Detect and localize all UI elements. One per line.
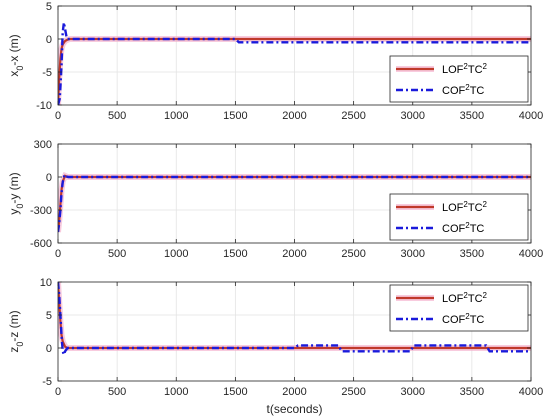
x-tick-label: 3500 <box>460 386 484 398</box>
legend-label-base: COF <box>442 223 466 235</box>
x-tick-label: 500 <box>108 110 126 122</box>
x-tick-label: 3000 <box>401 386 425 398</box>
x-tick-label: 4000 <box>519 386 543 398</box>
legend-label-sup: 2 <box>483 291 488 300</box>
legend-label-sup: 2 <box>483 200 488 209</box>
y-tick-label: 0 <box>46 34 52 46</box>
x-tick-label: 3500 <box>460 248 484 260</box>
y-tick-label: 5 <box>46 310 52 322</box>
legend-label-mid: TC <box>468 293 483 305</box>
x-tick-label: 2000 <box>282 248 306 260</box>
x-tick-label: 0 <box>55 110 61 122</box>
legend-label-base: COF <box>442 314 466 326</box>
y-axis-label: y0-y (m) <box>7 172 25 214</box>
y-tick-label: 10 <box>40 277 52 289</box>
legend-box <box>389 55 529 103</box>
y-tick-label: -5 <box>42 376 52 388</box>
x-tick-label: 1500 <box>223 386 247 398</box>
subplot-3: 0 500 1000 1500 2000 2500 3000 3500 4000-50510z0… <box>7 277 543 416</box>
legend-label: LOF2TC2 <box>442 62 488 77</box>
subplot-1: 0 500 1000 1500 2000 2500 3000 3500 4000 -10 -5 0 5 x… <box>7 1 543 122</box>
series-line-cof2tc <box>58 172 531 233</box>
subplot-2: 0 500 1000 1500 2000 2500 3000 3500 4000-600-300… <box>7 139 543 260</box>
x-tick-label: 2500 <box>341 110 365 122</box>
y-tick-label: 0 <box>46 172 52 184</box>
x-tick-label: 3500 <box>460 110 484 122</box>
x-tick-label: 1000 <box>164 386 188 398</box>
y-tick-label: 5 <box>46 1 52 13</box>
x-tick-label: 1500 <box>223 248 247 260</box>
y-tick-label: -10 <box>36 100 52 112</box>
series-line-cof2tc <box>58 282 531 359</box>
legend-label-base: LOF <box>442 202 464 214</box>
legend-label-base: LOF <box>442 64 464 76</box>
x-tick-label: 4000 <box>519 110 543 122</box>
x-tick-label: 3000 <box>401 248 425 260</box>
y-axis-label-base: z <box>7 347 21 353</box>
x-tick-label: 1500 <box>223 110 247 122</box>
y-tick-label: 300 <box>34 139 52 151</box>
x-tick-label: 0 <box>55 248 61 260</box>
y-tick-label: -5 <box>42 67 52 79</box>
legend-label-sup: 2 <box>463 291 468 300</box>
x-tick-label: 0 <box>55 386 61 398</box>
y-tick-label: -300 <box>30 205 52 217</box>
y-axis-label-sub: 0 <box>15 204 25 209</box>
y-axis-label-rest: -x (m) <box>7 34 21 65</box>
legend-label-mid: TC <box>470 314 485 326</box>
legend-box <box>389 284 529 332</box>
legend-label-sup: 2 <box>465 83 470 92</box>
legend-label-base: LOF <box>442 293 464 305</box>
legend-label: LOF2TC2 <box>442 200 488 215</box>
legend-label: COF2TC <box>442 312 484 327</box>
y-axis-label-sub: 0 <box>15 342 25 347</box>
y-axis-label-base: y <box>7 209 21 215</box>
legend-label-mid: TC <box>470 85 485 97</box>
legend-box <box>389 193 529 241</box>
x-tick-label: 2500 <box>341 386 365 398</box>
series-line-cof2tc <box>58 22 531 105</box>
legend-label-sup: 2 <box>463 200 468 209</box>
x-tick-label: 1000 <box>164 248 188 260</box>
legend-label-sup: 2 <box>483 62 488 71</box>
x-axis-label: t(seconds) <box>266 402 322 416</box>
y-axis-label-base: x <box>7 71 21 77</box>
legend-label-mid: TC <box>468 202 483 214</box>
legend-label-mid: TC <box>470 223 485 235</box>
x-tick-label: 2000 <box>282 386 306 398</box>
x-tick-label: 2500 <box>341 248 365 260</box>
y-axis-label: z0-z (m) <box>7 310 25 352</box>
y-tick-label: 0 <box>46 343 52 355</box>
y-axis-label-rest: -z (m) <box>7 310 21 341</box>
legend-label-sup: 2 <box>463 62 468 71</box>
legend-label-sup: 2 <box>465 312 470 321</box>
y-axis-label-sub: 0 <box>15 66 25 71</box>
y-tick-label: -600 <box>30 238 52 250</box>
legend-label-base: COF <box>442 85 466 97</box>
x-tick-label: 3000 <box>401 110 425 122</box>
x-tick-label: 2000 <box>282 110 306 122</box>
legend-label-sup: 2 <box>465 221 470 230</box>
x-tick-label: 500 <box>108 248 126 260</box>
x-tick-label: 500 <box>108 386 126 398</box>
legend-label: COF2TC <box>442 83 484 98</box>
y-axis-label-rest: -y (m) <box>7 172 21 203</box>
legend-label: LOF2TC2 <box>442 291 488 306</box>
legend-label-mid: TC <box>468 64 483 76</box>
x-tick-label: 1000 <box>164 110 188 122</box>
y-axis-label: x0-x (m) <box>7 34 25 76</box>
legend-label: COF2TC <box>442 221 484 236</box>
x-tick-label: 4000 <box>519 248 543 260</box>
